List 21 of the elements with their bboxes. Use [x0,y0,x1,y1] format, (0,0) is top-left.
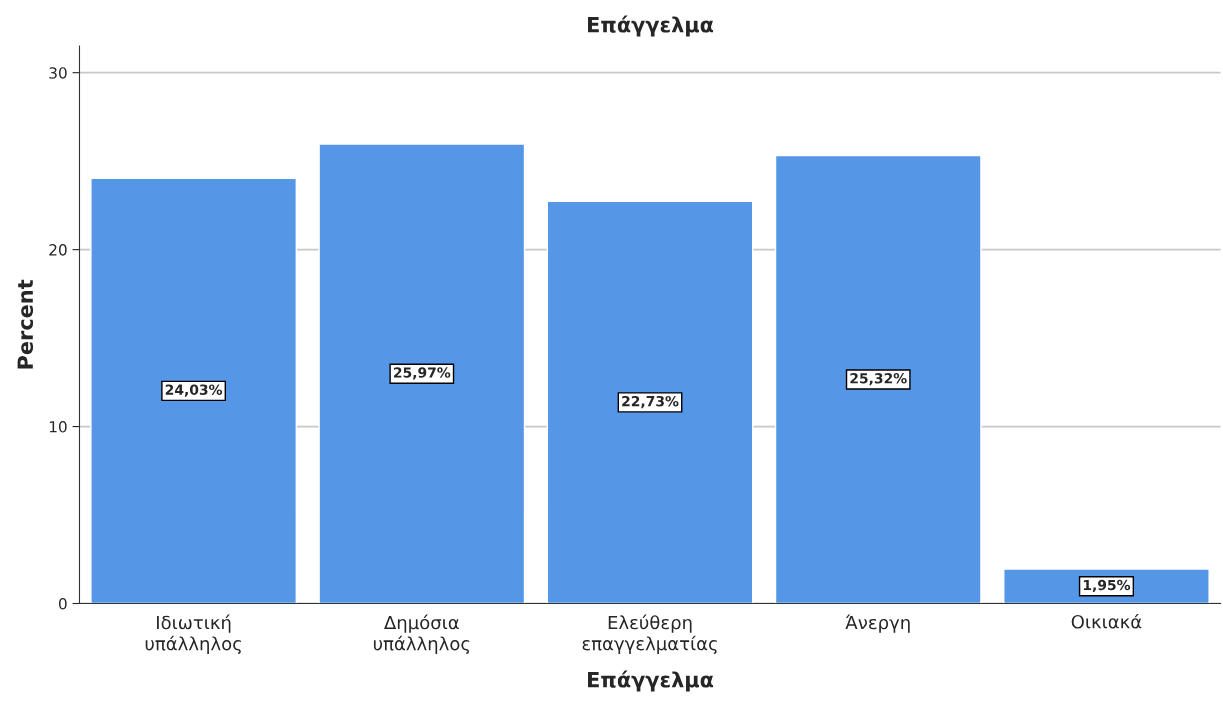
data-label: 25,97% [393,367,451,380]
y-axis-title: Percent [17,279,34,369]
x-tick-label: Ιδιωτική υπάλληλος [145,614,241,654]
data-label: 1,95% [1083,579,1131,593]
data-label: 25,32% [850,373,907,386]
y-tick-label: 30 [49,67,67,79]
y-tick-label: 20 [49,244,67,256]
chart-title: Επάγγελμα [588,15,714,37]
data-label: 24,03% [165,384,223,397]
x-tick-label: Ελεύθερη επαγγελματίας [582,614,717,654]
bar [90,177,297,604]
data-label: 22,73% [622,395,679,409]
bar [546,200,754,604]
y-tick-label: 0 [58,597,67,610]
x-axis-title: Επάγγελμα [588,670,714,692]
bar [318,143,526,604]
bar [774,154,982,604]
x-tick-label: Οικιακά [1071,613,1142,629]
x-tick-label: Άνεργη [845,614,910,633]
y-tick-label: 10 [49,421,67,433]
x-tick-label: Δημόσια υπάλληλος [373,614,470,654]
